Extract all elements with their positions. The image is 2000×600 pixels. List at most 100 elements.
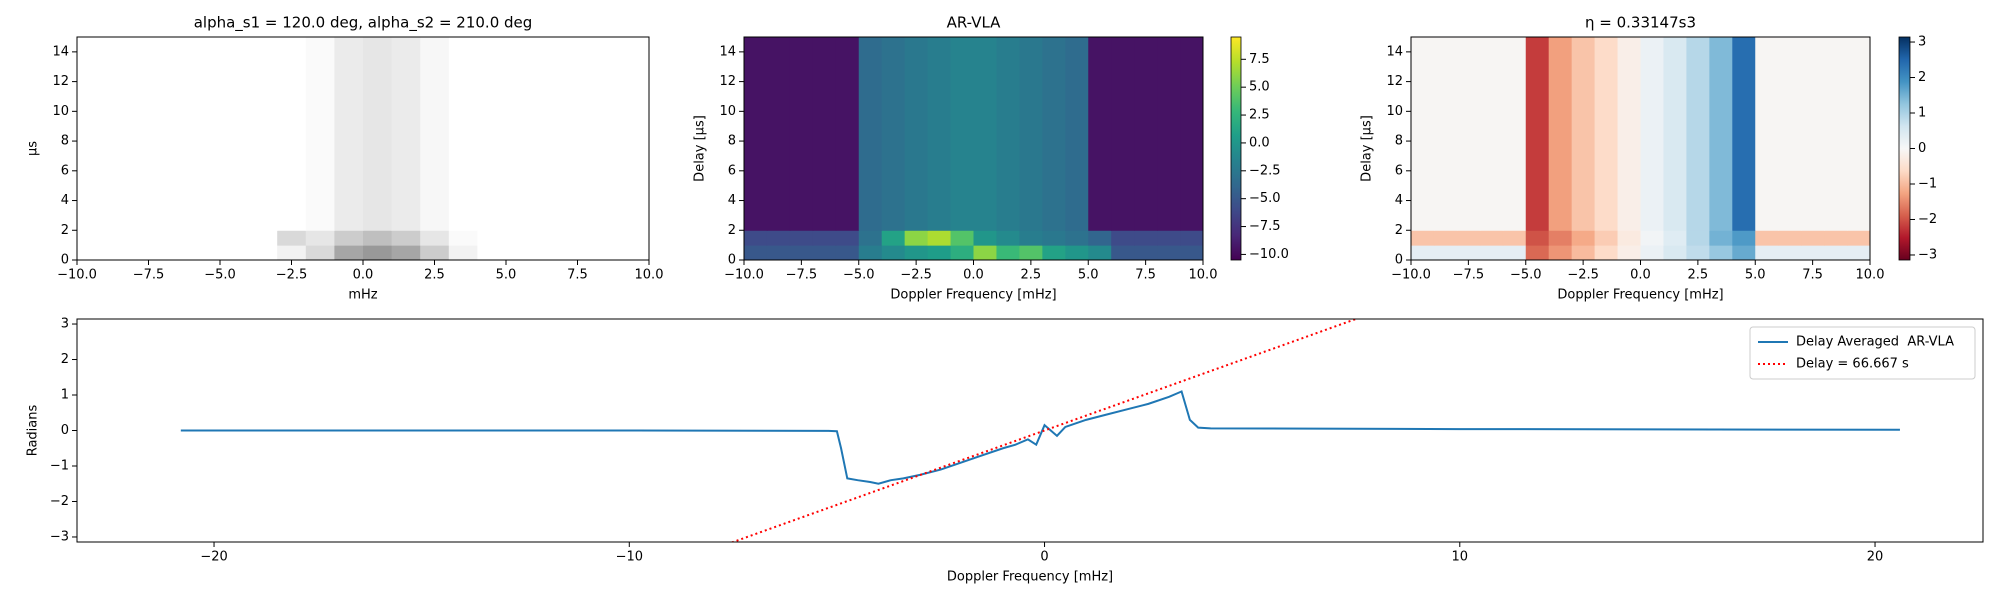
heatmap-cell [1411, 245, 1435, 260]
x-tick-label: 0.0 [353, 268, 374, 283]
heatmap-cell [105, 37, 135, 231]
y-tick-label: 2 [61, 223, 69, 238]
y-tick-label: 3 [61, 317, 69, 332]
heatmap-cell [1847, 37, 1870, 231]
heatmap-cell [1686, 37, 1710, 231]
colorbar [1230, 36, 1242, 261]
heatmap-cell [1019, 37, 1043, 231]
y-tick-label: 10 [719, 104, 736, 119]
heatmap-cell [1134, 245, 1158, 260]
heatmap-cell [766, 230, 791, 246]
y-tick-label: −2 [50, 494, 69, 509]
chart-title: AR-VLA [947, 14, 1002, 32]
heatmap-cell [744, 37, 768, 231]
legend-box [1749, 326, 1976, 380]
heatmap-cell [904, 37, 929, 231]
heatmap-cell [1640, 245, 1664, 260]
heatmap-cell [1571, 37, 1596, 231]
heatmap-cell [1065, 230, 1089, 246]
heatmap-cell [563, 245, 593, 260]
heatmap-cell [1548, 230, 1573, 246]
colorbar-tick-label: −2.5 [1249, 163, 1281, 178]
heatmap-cell [77, 37, 107, 231]
heatmap-cell [766, 37, 791, 231]
y-axis-label: Delay [μs] [693, 115, 708, 182]
heatmap-cell [973, 230, 997, 246]
y-tick-label: 8 [728, 134, 736, 149]
plot-area [180, 319, 1900, 542]
heatmap-cell [1502, 245, 1527, 260]
x-axis-label: Doppler Frequency [mHz] [890, 288, 1056, 303]
heatmap-cell [766, 245, 791, 260]
heatmap-cell [927, 230, 952, 246]
x-tick-label: 10.0 [1189, 268, 1218, 283]
heatmap-cell [448, 245, 478, 260]
chart-title: alpha_s1 = 120.0 deg, alpha_s2 = 210.0 d… [194, 14, 533, 33]
heatmap-cell [420, 245, 450, 260]
y-tick-label: 4 [1395, 193, 1403, 208]
heatmap-cell [1433, 230, 1458, 246]
heatmap-cell [1479, 37, 1504, 231]
heatmap-cell [950, 245, 974, 260]
heatmap-cell [950, 37, 974, 231]
colorbar-tick-label: −10.0 [1249, 247, 1289, 262]
heatmap-cell [1180, 37, 1203, 231]
heatmap-cell [220, 37, 250, 231]
heatmap-cell [1180, 230, 1203, 246]
heatmap-cell [789, 230, 814, 246]
heatmap-cell [1755, 245, 1779, 260]
x-tick-label: −10.0 [1391, 268, 1431, 283]
heatmap-cell [1801, 230, 1825, 246]
y-tick-label: 2 [728, 223, 736, 238]
heatmap-cell [1778, 230, 1802, 246]
heatmap-cell [1456, 230, 1481, 246]
heatmap-cell [1617, 37, 1641, 231]
heatmap-cell [996, 245, 1020, 260]
x-tick-label: 5.0 [1078, 268, 1099, 283]
heatmap-cell [1042, 230, 1066, 246]
heatmap-cell [391, 230, 421, 246]
heatmap-cell [1479, 245, 1504, 260]
y-tick-label: 2 [61, 352, 69, 367]
x-tick-label: −7.5 [786, 268, 818, 283]
heatmap-cell [506, 245, 536, 260]
heatmap-cell [477, 230, 507, 246]
heatmap-cell [305, 245, 335, 260]
heatmap-cell [812, 230, 837, 246]
heatmap-cell [448, 230, 478, 246]
x-axis-label: Doppler Frequency [mHz] [1557, 288, 1723, 303]
heatmap-cell [191, 230, 221, 246]
heatmap-cell [1525, 230, 1550, 246]
heatmap-cell [563, 230, 593, 246]
heatmap-cell [105, 230, 135, 246]
heatmap-cell [1088, 245, 1112, 260]
heatmap-cell [1134, 230, 1158, 246]
heatmap-cell [1663, 245, 1687, 260]
heatmap-cell [1732, 245, 1756, 260]
x-tick-label: 5.0 [1745, 268, 1766, 283]
legend-label: Delay Averaged AR-VLA [1796, 335, 1954, 350]
heatmap-cell [1088, 37, 1112, 231]
heatmap-cell [1755, 37, 1779, 231]
x-tick-label: 20 [1867, 550, 1884, 565]
colorbar-tick-label: −5.0 [1249, 191, 1281, 206]
y-tick-label: 12 [1386, 74, 1403, 89]
heatmap-cell [334, 230, 364, 246]
y-axis-label: Delay [μs] [1360, 115, 1375, 182]
colorbar-tick-label: 5.0 [1249, 80, 1270, 95]
heatmap-cell [1019, 245, 1043, 260]
heatmap-cell [1847, 230, 1870, 246]
heatmap-cell [506, 37, 536, 231]
heatmap-cell [134, 230, 164, 246]
heatmap-cell [881, 37, 906, 231]
x-tick-label: 0.0 [963, 268, 984, 283]
heatmap-cell [1525, 245, 1550, 260]
heatmap-cell [363, 245, 393, 260]
heatmap-cell [973, 37, 997, 231]
colorbar [1898, 36, 1911, 261]
x-tick-label: −10.0 [57, 268, 97, 283]
heatmap-cell [620, 37, 649, 231]
heatmap-cell [1686, 230, 1710, 246]
x-tick-label: −2.5 [276, 268, 308, 283]
